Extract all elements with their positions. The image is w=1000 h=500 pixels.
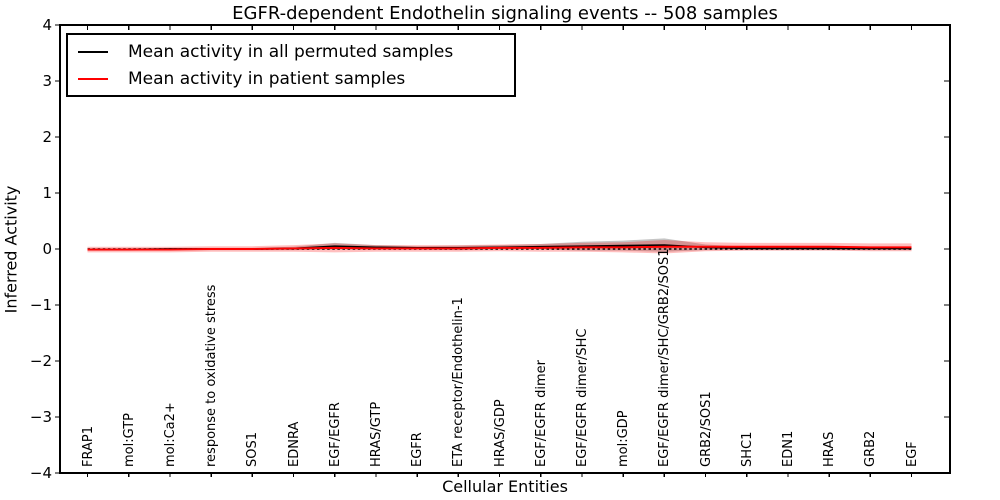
x-tick-label: mol:GTP [121,413,137,467]
x-tick-label: HRAS [822,431,838,467]
x-tick-label: EGF/EGFR dimer [533,360,549,467]
y-tick-label: −3 [29,408,52,426]
y-tick-label: −2 [29,352,52,370]
legend-line-sample-red [78,77,108,80]
x-tick-label: mol:GDP [616,410,632,467]
x-tick-label: EDNRA [286,421,302,467]
x-tick-label: HRAS/GDP [492,399,508,467]
x-tick-label: GRB2 [863,430,879,467]
x-tick-label: EGF/EGFR dimer/SHC [574,328,590,467]
y-tick-label: 4 [42,16,52,34]
x-tick-label: GRB2/SOS1 [698,391,714,467]
y-tick-label: −1 [29,296,52,314]
x-axis-label: Cellular Entities [442,477,568,496]
x-tick-label: HRAS/GTP [368,401,384,467]
x-tick-label: EGF [904,441,920,467]
legend-item-permuted: Mean activity in all permuted samples [78,42,514,62]
legend-label-patient: Mean activity in patient samples [128,68,406,89]
y-tick-label: −4 [29,464,52,482]
legend: Mean activity in all permuted samples Me… [66,33,516,97]
x-tick-label: EGF/EGFR dimer/SHC/GRB2/SOS1 [657,248,673,468]
x-tick-label: mol:Ca2+ [162,402,178,467]
x-tick-label: EGFR [410,432,426,467]
x-tick-label: ETA receptor/Endothelin-1 [451,297,467,467]
x-tick-label: FRAP1 [80,426,96,467]
x-tick-label: SOS1 [245,431,261,467]
x-tick-label: EGF/EGFR [327,402,343,467]
chart-title: EGFR-dependent Endothelin signaling even… [232,3,778,24]
y-tick-label: 0 [42,240,52,258]
legend-item-patient: Mean activity in patient samples [78,69,514,89]
patient-mean-line [87,245,912,251]
legend-line-sample-black [78,50,108,53]
x-tick-label: response to oxidative stress [204,284,220,467]
y-tick-label: 2 [42,128,52,146]
y-tick-label: 1 [42,184,52,202]
legend-label-permuted: Mean activity in all permuted samples [128,41,454,62]
y-tick-label: 3 [42,72,52,90]
x-tick-label: SHC1 [739,431,755,467]
x-tick-label: EDN1 [780,430,796,467]
